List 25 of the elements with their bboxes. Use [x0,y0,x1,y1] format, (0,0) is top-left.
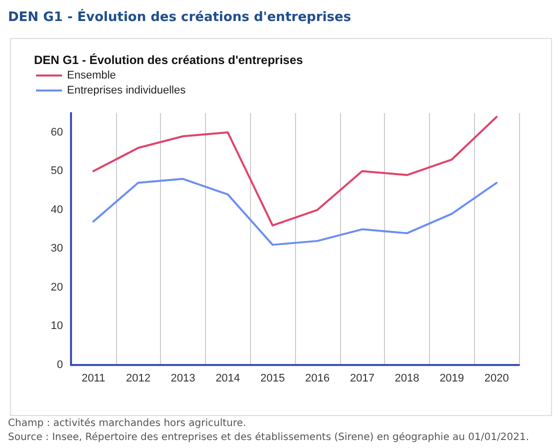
chart-title: DEN G1 - Évolution des créations d'entreprises [34,53,304,67]
y-tick-label: 20 [50,281,63,294]
text: Champ : activités marchandes hors agriculture. [8,418,246,429]
y-tick-label: 60 [50,126,63,138]
y-tick-label: 30 [50,242,63,255]
line-series [92,178,498,246]
x-tick-label: 2013 [170,372,196,384]
y-tick-label: 0 [56,359,63,371]
x-tick-label: 2019 [440,372,464,384]
x-tick-label: 2014 [216,372,240,384]
source-note: Source : Insee, Répertoire des entreprises et des établissements (Sirene) en géographie au 01/01/2021. [8,432,529,443]
text: DEN G1 - Évolution des créations d'entreprises [8,10,352,25]
legend-label: Entreprises individuelles [67,84,186,96]
y-tick-label: 50 [50,165,63,178]
x-tick-label: 2012 [126,372,150,384]
y-tick-label: 40 [50,204,63,216]
legend-label: Ensemble [67,70,116,82]
x-tick-label: 2018 [394,372,420,384]
y-tick-label: 10 [50,320,63,332]
line-series [92,116,498,226]
x-tick-label: 2015 [260,372,285,384]
x-tick-label: 2011 [82,372,106,384]
x-tick-label: 2017 [350,372,374,384]
x-tick-label: 2020 [484,372,509,384]
x-tick-label: 2016 [305,372,330,384]
